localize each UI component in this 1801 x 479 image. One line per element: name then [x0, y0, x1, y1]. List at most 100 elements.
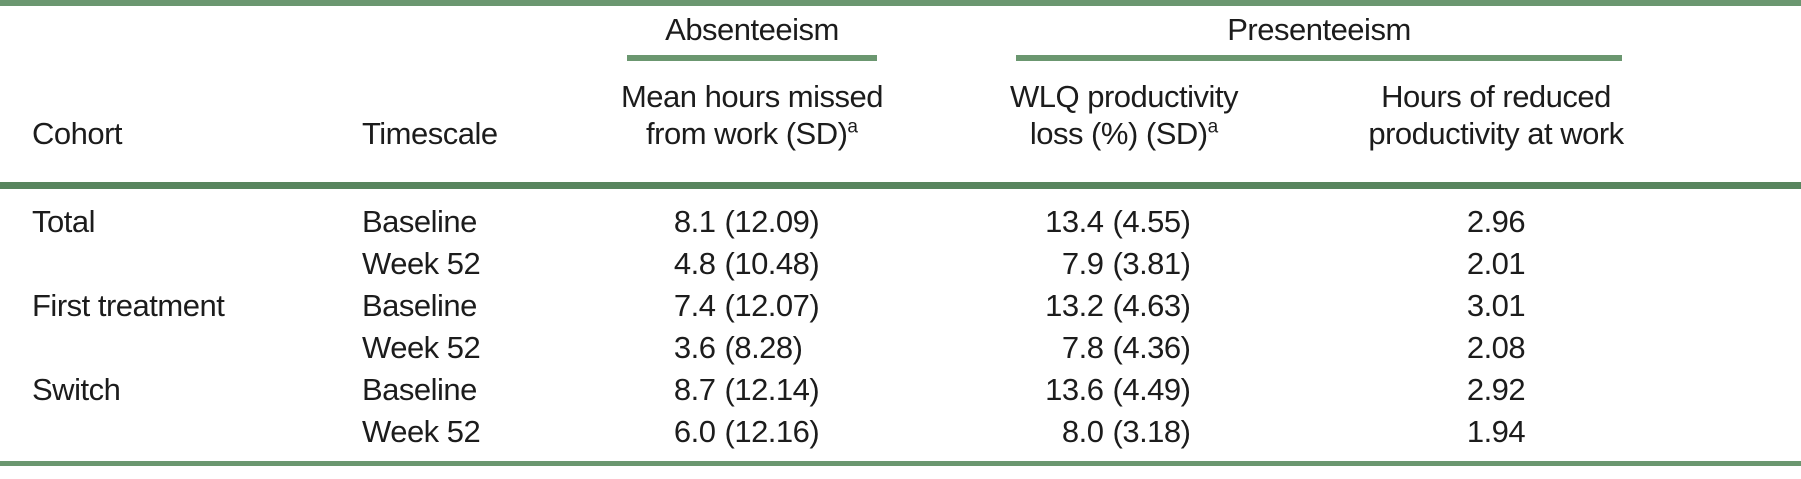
header-line: from work (SD)	[646, 115, 848, 151]
spacer	[884, 285, 992, 327]
timescale-cell: Week 52	[362, 245, 481, 281]
spacer	[1256, 369, 1346, 411]
cohort-cell	[0, 243, 362, 285]
spacer	[884, 3, 992, 61]
wlq-loss-cell: 7.9 (3.81)	[992, 243, 1256, 285]
cohort-cell	[0, 327, 362, 369]
wlq-loss-cell: 8.0 (3.18)	[992, 411, 1256, 464]
spacer	[1646, 185, 1801, 243]
sd-value: (8.28)	[724, 329, 803, 365]
spacer	[1646, 411, 1801, 464]
col-header-timescale: Timescale	[362, 61, 620, 189]
mean-value: 7.8	[1061, 329, 1104, 365]
header-line: Mean hours missed	[620, 78, 884, 114]
sd-value: (3.81)	[1112, 245, 1191, 281]
cohort-cell: Switch	[32, 371, 121, 407]
mean-hours-missed-cell: 4.8 (10.48)	[620, 243, 884, 285]
spanner-empty-cell	[0, 3, 620, 61]
cohort-cell	[0, 411, 362, 464]
spanner-presenteeism-label: Presenteeism	[1227, 12, 1411, 47]
col-header-wlq-productivity-loss: WLQ productivity loss (%) (SD)a	[992, 61, 1256, 189]
spacer	[884, 369, 992, 411]
table-row: Total Baseline 8.1 (12.09) 13.4 (4.55) 2.9…	[0, 185, 1801, 243]
mean-value: 13.4	[1045, 203, 1104, 239]
spacer	[1256, 411, 1346, 464]
spacer	[1646, 3, 1801, 61]
mean-hours-missed-cell: 8.1 (12.09)	[620, 185, 884, 243]
mean-value: 3.6	[673, 329, 716, 365]
timescale-cell: Week 52	[362, 413, 481, 449]
absenteeism-underline: Absenteeism	[627, 12, 877, 61]
table-row: First treatment Baseline 7.4 (12.07) 13.2…	[0, 285, 1801, 327]
spacer	[1646, 243, 1801, 285]
spacer	[884, 61, 992, 189]
presenteeism-underline: Presenteeism	[1016, 12, 1623, 61]
mean-hours-missed-cell: 3.6 (8.28)	[620, 327, 884, 369]
wlq-loss-cell: 13.4 (4.55)	[992, 185, 1256, 243]
sd-value: (12.16)	[724, 413, 820, 449]
sd-value: (12.14)	[724, 371, 820, 407]
mean-value: 8.0	[1061, 413, 1104, 449]
spacer	[884, 327, 992, 369]
timescale-cell: Baseline	[362, 287, 477, 323]
work-productivity-table: Absenteeism Presenteeism Cohort Timescal…	[0, 0, 1801, 466]
footnote-marker: a	[847, 116, 858, 138]
column-header-row: Cohort Timescale Mean hours missed from …	[0, 61, 1801, 189]
table-row: Week 52 3.6 (8.28) 7.8 (4.36) 2.08	[0, 327, 1801, 369]
sd-value: (4.55)	[1112, 203, 1191, 239]
col-header-cohort: Cohort	[0, 61, 362, 189]
reduced-hours-cell: 2.08	[1466, 329, 1526, 365]
cohort-cell: Total	[32, 203, 95, 239]
wlq-loss-cell: 13.6 (4.49)	[992, 369, 1256, 411]
wlq-loss-cell: 7.8 (4.36)	[992, 327, 1256, 369]
sd-value: (12.07)	[724, 287, 820, 323]
reduced-hours-cell: 2.96	[1466, 203, 1526, 239]
spanner-row: Absenteeism Presenteeism	[0, 3, 1801, 61]
spacer	[884, 243, 992, 285]
spacer	[1646, 61, 1801, 189]
timescale-cell: Baseline	[362, 371, 477, 407]
spacer	[1256, 285, 1346, 327]
mean-value: 4.8	[673, 245, 716, 281]
header-line: Hours of reduced	[1381, 78, 1611, 114]
spanner-absenteeism-label: Absenteeism	[665, 12, 839, 47]
table-row: Switch Baseline 8.7 (12.14) 13.6 (4.49) 2.…	[0, 369, 1801, 411]
mean-value: 7.4	[673, 287, 716, 323]
spanner-presenteeism: Presenteeism	[992, 3, 1646, 61]
spacer	[1256, 243, 1346, 285]
mean-value: 13.2	[1045, 287, 1104, 323]
sd-value: (12.09)	[724, 203, 820, 239]
spacer	[884, 411, 992, 464]
spacer	[1646, 369, 1801, 411]
sd-value: (4.36)	[1112, 329, 1191, 365]
mean-value: 13.6	[1045, 371, 1104, 407]
spacer	[1256, 327, 1346, 369]
col-header-hours-reduced-productivity: Hours of reduced productivity at work	[1346, 61, 1647, 189]
reduced-hours-cell: 2.92	[1466, 371, 1526, 407]
mean-value: 8.7	[673, 371, 716, 407]
mean-hours-missed-cell: 8.7 (12.14)	[620, 369, 884, 411]
table-row: Week 52 6.0 (12.16) 8.0 (3.18) 1.94	[0, 411, 1801, 464]
spacer	[884, 185, 992, 243]
spacer	[1256, 61, 1346, 189]
reduced-hours-cell: 2.01	[1466, 245, 1526, 281]
footnote-marker: a	[1207, 116, 1219, 138]
reduced-hours-cell: 3.01	[1466, 287, 1526, 323]
mean-value: 6.0	[673, 413, 716, 449]
spacer	[1646, 285, 1801, 327]
sd-value: (3.18)	[1112, 413, 1191, 449]
sd-value: (4.49)	[1112, 371, 1191, 407]
header-line: loss (%) (SD)	[1029, 115, 1208, 151]
table-row: Week 52 4.8 (10.48) 7.9 (3.81) 2.01	[0, 243, 1801, 285]
mean-hours-missed-cell: 6.0 (12.16)	[620, 411, 884, 464]
header-line: WLQ productivity	[1009, 78, 1239, 114]
mean-value: 7.9	[1061, 245, 1104, 281]
mean-value: 8.1	[673, 203, 716, 239]
spacer	[1256, 185, 1346, 243]
sd-value: (4.63)	[1112, 287, 1191, 323]
sd-value: (10.48)	[724, 245, 820, 281]
wlq-loss-cell: 13.2 (4.63)	[992, 285, 1256, 327]
timescale-cell: Baseline	[362, 203, 477, 239]
mean-hours-missed-cell: 7.4 (12.07)	[620, 285, 884, 327]
